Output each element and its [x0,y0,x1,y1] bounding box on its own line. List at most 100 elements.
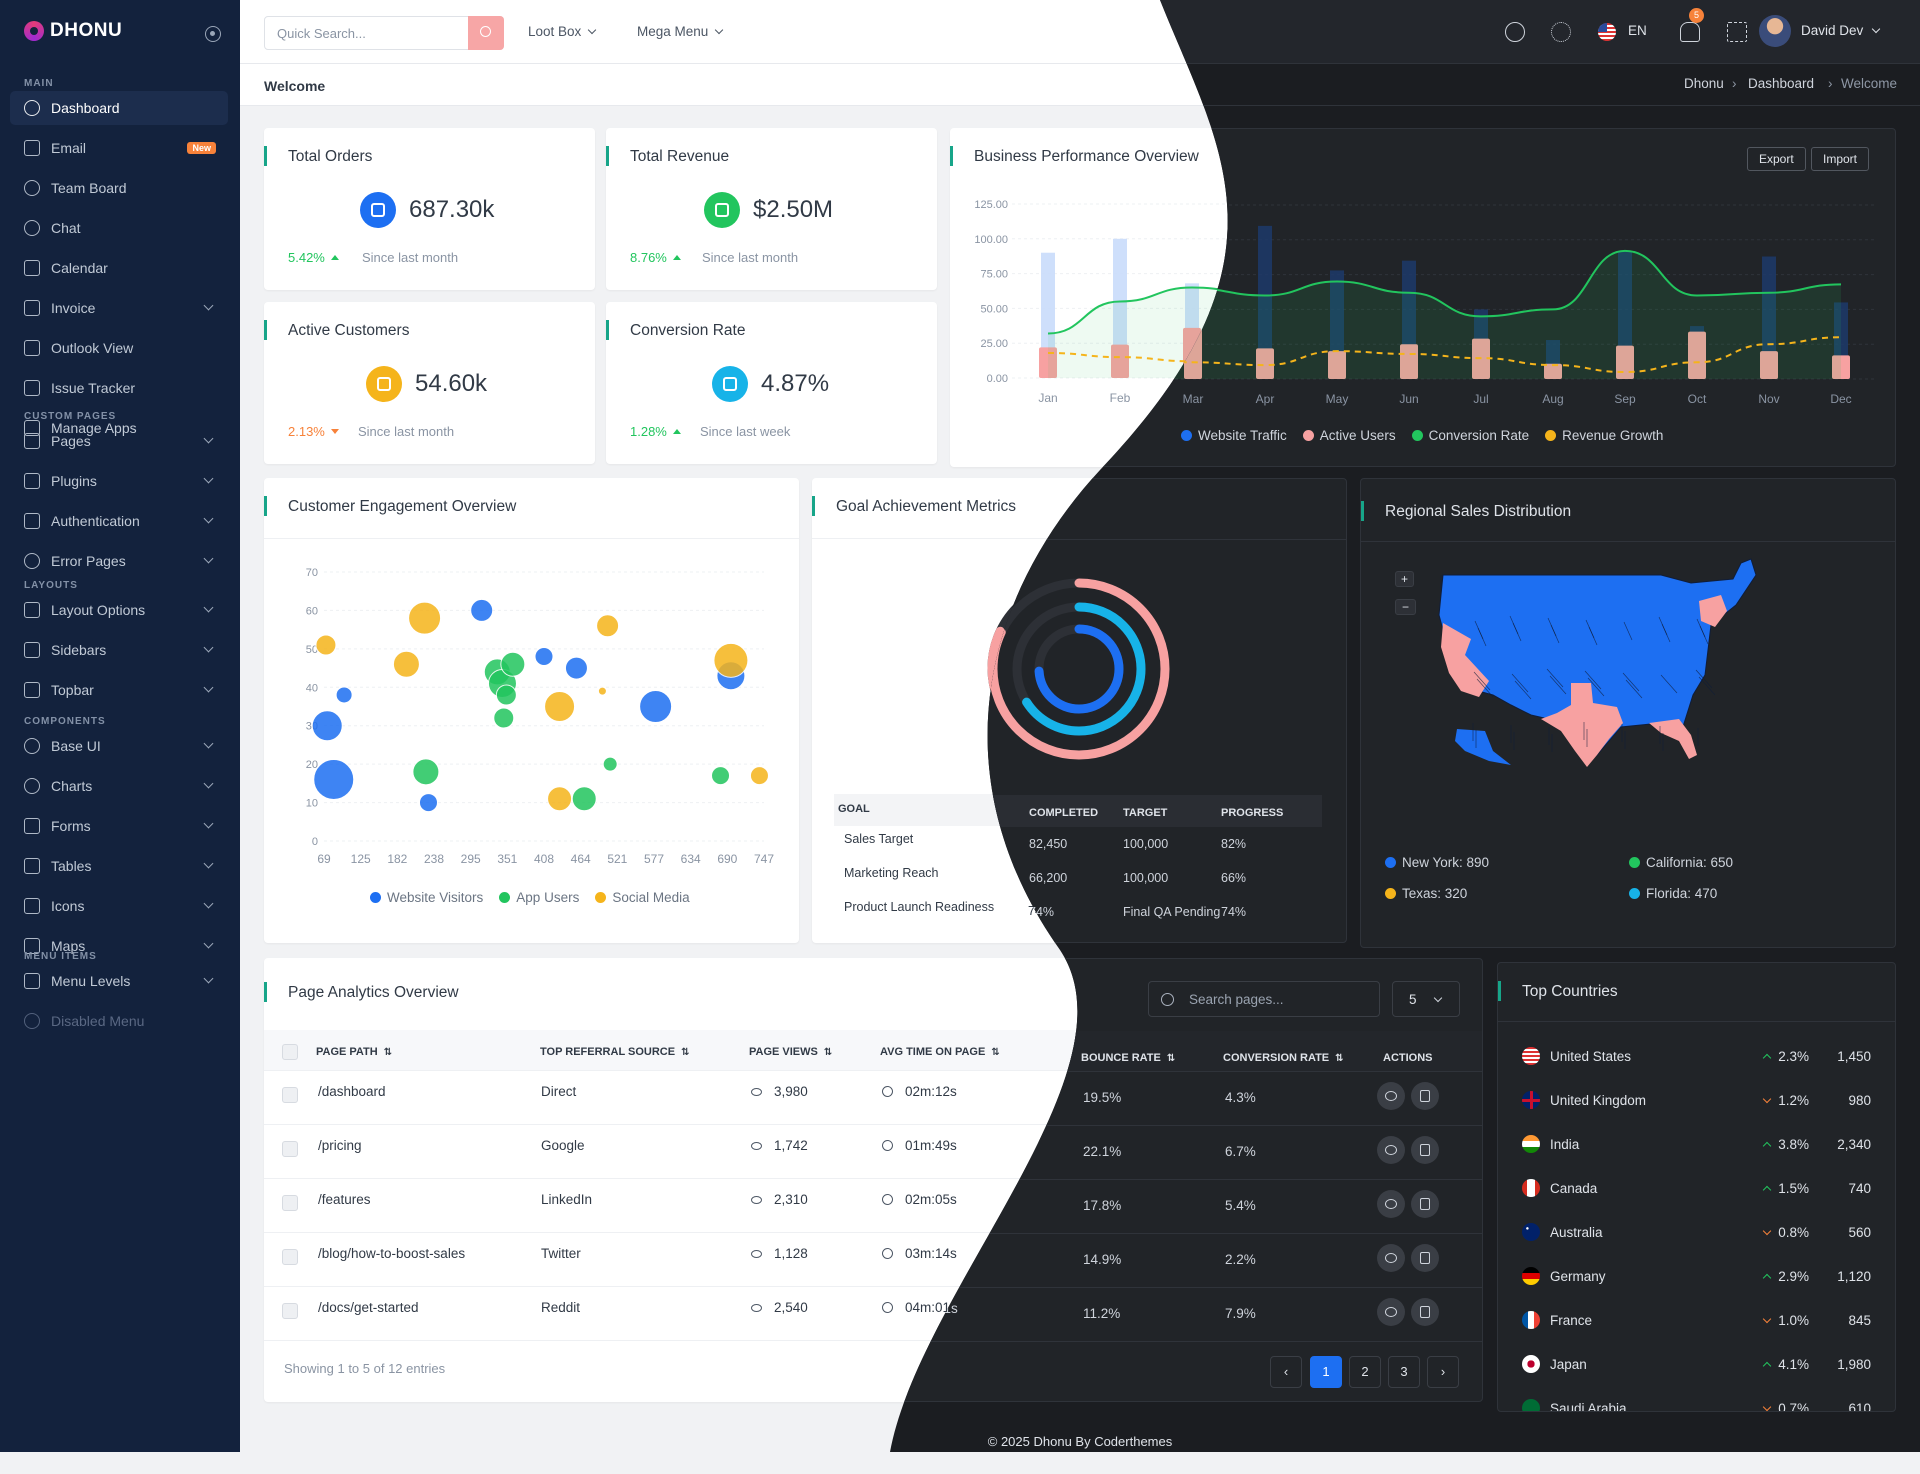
legend-item[interactable]: Active Users [1303,428,1396,443]
page-path-link[interactable]: /blog/how-to-boost-sales [318,1246,466,1261]
search-button[interactable] [468,16,504,50]
country-row: France 1.0% 845 [1522,1311,1871,1331]
legend-item[interactable]: Revenue Growth [1545,428,1663,443]
delete-button[interactable] [1411,1244,1439,1272]
sidebar-item-pages[interactable]: Pages [10,424,228,458]
legend-item[interactable]: Conversion Rate [1412,428,1530,443]
sidebar-item-base-ui[interactable]: Base UI [10,729,228,763]
page-size-select[interactable]: 5 [1392,981,1460,1017]
goal-table-header: PROGRESS [1221,807,1284,819]
row-checkbox[interactable] [282,1141,298,1157]
view-button[interactable] [1377,1136,1405,1164]
sidebar-toggle-icon[interactable] [205,26,221,42]
column-header[interactable]: CONVERSION RATE⇅ [1223,1052,1344,1064]
breadcrumb-item[interactable]: Dashboard [1748,76,1815,91]
mega-menu[interactable]: Mega Menu [637,24,722,39]
sidebar-item-plugins[interactable]: Plugins [10,464,228,498]
delete-button[interactable] [1411,1298,1439,1326]
page-path-link[interactable]: /features [318,1192,371,1207]
sidebar-item-invoice[interactable]: Invoice [10,291,228,325]
import-button[interactable]: Import [1811,147,1869,171]
country-value: 1,450 [1837,1049,1871,1064]
sidebar-item-charts[interactable]: Charts [10,769,228,803]
view-button[interactable] [1377,1190,1405,1218]
sidebar-section-title: COMPONENTS [24,716,106,727]
view-button[interactable] [1377,1244,1405,1272]
sidebar-item-tables[interactable]: Tables [10,849,228,883]
search-input[interactable]: Quick Search... [264,16,504,50]
brand-logo[interactable]: DHONU [24,20,122,42]
sidebar-item-outlook-view[interactable]: Outlook View [10,331,228,365]
view-button[interactable] [1377,1298,1405,1326]
column-header[interactable]: AVG TIME ON PAGE⇅ [880,1046,1000,1058]
x-tick-label: Apr [1256,392,1275,406]
page-path-link[interactable]: /dashboard [318,1084,386,1099]
user-menu[interactable]: David Dev [1801,23,1879,38]
new-badge: New [187,142,216,154]
select-all-checkbox[interactable] [282,1044,298,1060]
column-header[interactable]: PAGE PATH⇅ [316,1046,393,1058]
table-cell: 1,128 [774,1246,808,1261]
sidebar-item-email[interactable]: Email New [10,131,228,165]
baseui-icon [24,738,40,754]
sidebar-item-team-board[interactable]: Team Board [10,171,228,205]
sidebar-item-manage-apps[interactable]: Manage Apps [10,411,228,445]
row-checkbox[interactable] [282,1195,298,1211]
sidebar-item-layout-options[interactable]: Layout Options [10,593,228,627]
view-button[interactable] [1377,1082,1405,1110]
row-checkbox[interactable] [282,1303,298,1319]
sidebar-item-topbar[interactable]: Topbar [10,673,228,707]
delete-button[interactable] [1411,1082,1439,1110]
eye-icon [751,1304,762,1312]
export-button[interactable]: Export [1747,147,1806,171]
sidebar-item-dashboard[interactable]: Dashboard [10,91,228,125]
delete-button[interactable] [1411,1136,1439,1164]
page-path-link[interactable]: /docs/get-started [318,1300,419,1315]
theme-sun-icon[interactable] [1551,22,1571,42]
language-selector[interactable]: EN [1628,23,1647,38]
since-label: Since last week [700,424,791,439]
column-header[interactable]: TOP REFERRAL SOURCE⇅ [540,1046,690,1058]
zoom-out-button[interactable]: − [1395,599,1416,615]
sidebar-item-label: Menu Levels [51,973,131,989]
legend-item[interactable]: Website Traffic [1181,428,1287,443]
sidebar-item-authentication[interactable]: Authentication [10,504,228,538]
sidebar-item-issue-tracker[interactable]: Issue Tracker [10,371,228,405]
flag-icon [1522,1267,1540,1285]
sidebar-icon [24,642,40,658]
page-path-link[interactable]: /pricing [318,1138,362,1153]
row-checkbox[interactable] [282,1249,298,1265]
flag-us-icon[interactable] [1598,23,1616,41]
page-button-2[interactable]: 2 [1349,1356,1381,1388]
page-button-1[interactable]: 1 [1310,1356,1342,1388]
delete-button[interactable] [1411,1190,1439,1218]
legend-item[interactable]: Social Media [595,890,689,905]
sidebar-item-icons[interactable]: Icons [10,889,228,923]
engagement-card: Customer Engagement Overview010203040506… [264,478,799,943]
sidebar-item-forms[interactable]: Forms [10,809,228,843]
bell-icon[interactable] [1680,22,1700,42]
sidebar-item-sidebars[interactable]: Sidebars [10,633,228,667]
column-header[interactable]: BOUNCE RATE⇅ [1081,1052,1176,1064]
next-page-button[interactable]: › [1427,1356,1459,1388]
country-name: United States [1550,1049,1632,1064]
loot-box-menu[interactable]: Loot Box [528,24,595,39]
fullscreen-icon[interactable] [1727,22,1747,42]
search-pages-input[interactable]: Search pages... [1148,981,1380,1017]
legend-item[interactable]: App Users [499,890,579,905]
breadcrumb-item[interactable]: Dhonu [1684,76,1724,91]
column-header[interactable]: PAGE VIEWS⇅ [749,1046,833,1058]
prev-page-button[interactable]: ‹ [1270,1356,1302,1388]
sidebar-item-error-pages[interactable]: Error Pages [10,544,228,578]
sidebar-item-menu-levels[interactable]: Menu Levels [10,964,228,998]
legend-item[interactable]: Website Visitors [370,890,483,905]
country-name: India [1550,1137,1580,1152]
settings-gear-icon[interactable] [1505,22,1525,42]
row-checkbox[interactable] [282,1087,298,1103]
sidebar-item-calendar[interactable]: Calendar [10,251,228,285]
sidebar-item-maps[interactable]: Maps [10,929,228,963]
zoom-in-button[interactable]: + [1395,571,1414,587]
avatar[interactable] [1759,15,1791,47]
page-button-3[interactable]: 3 [1388,1356,1420,1388]
sidebar-item-chat[interactable]: Chat [10,211,228,245]
